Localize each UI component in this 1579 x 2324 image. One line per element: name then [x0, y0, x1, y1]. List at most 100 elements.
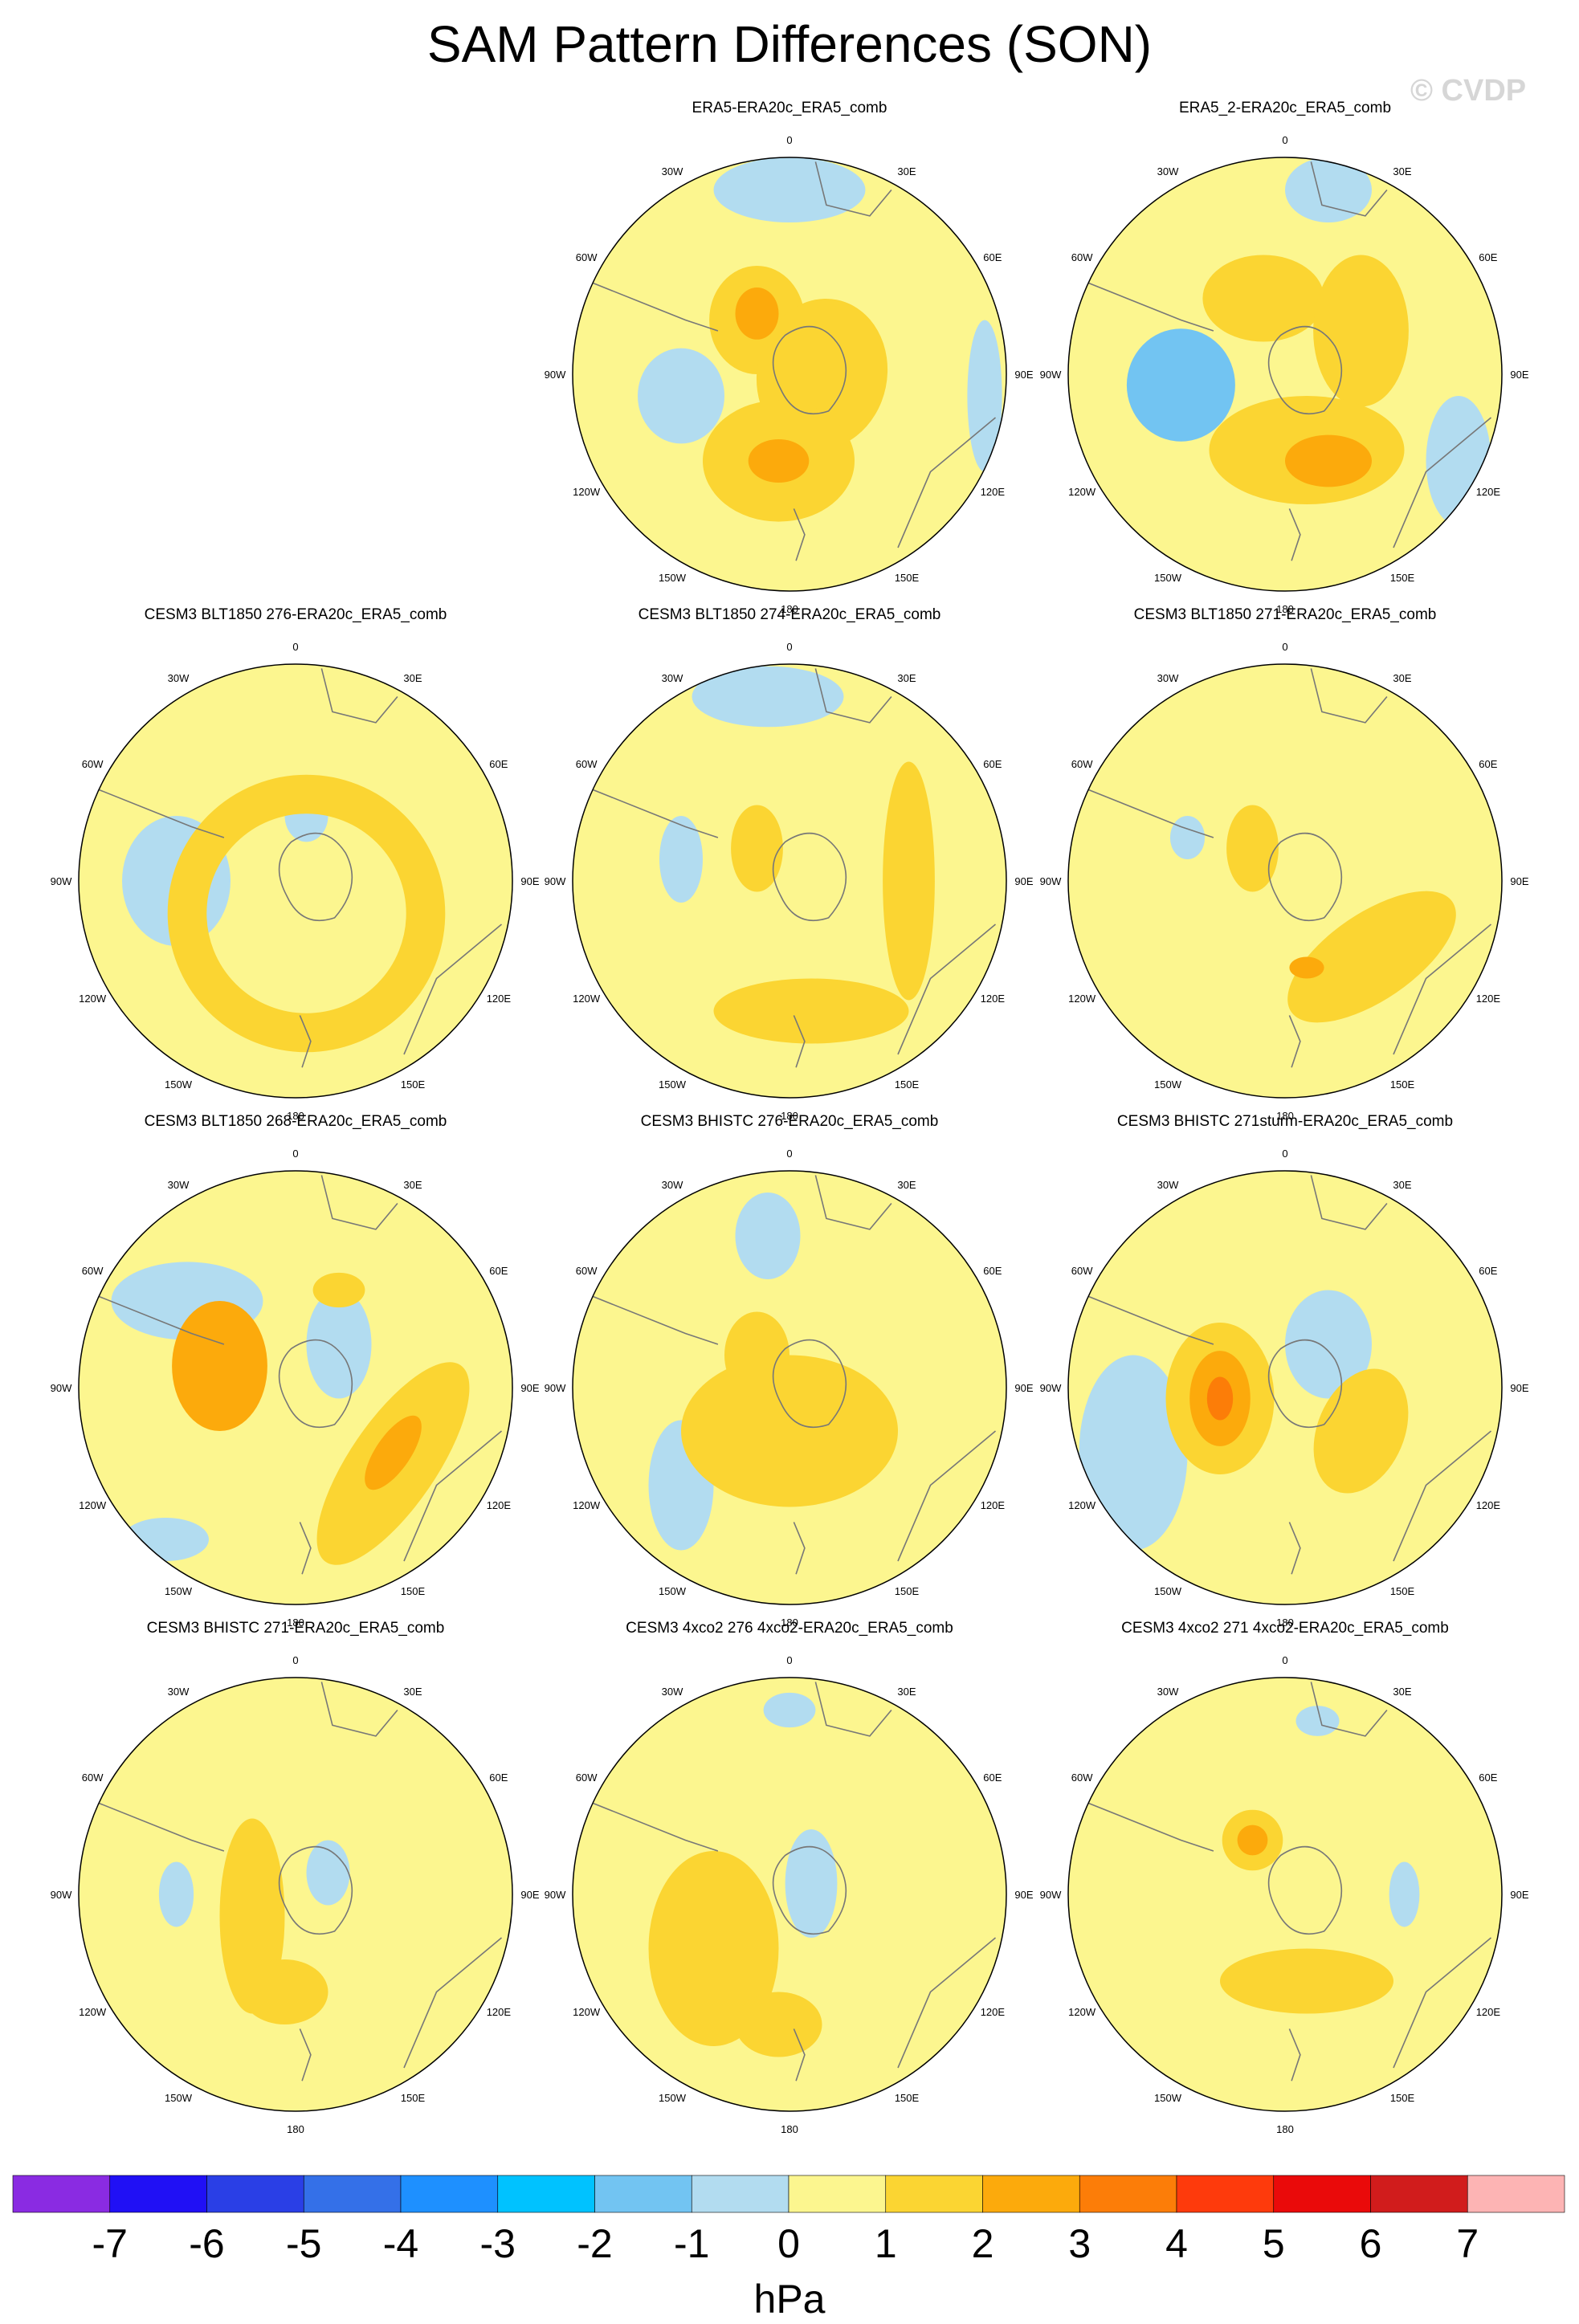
- antarctica-coastline: [1267, 1339, 1343, 1429]
- map-panel: ERA5_2-ERA20c_ERA5_comb 0 30E 60E 90E 120E 150…: [1040, 100, 1529, 615]
- lon-label: 180: [287, 1110, 304, 1122]
- lon-label: 180: [1276, 1617, 1294, 1629]
- negative-anomaly: [1295, 1706, 1340, 1736]
- lon-label: 150W: [659, 1585, 687, 1597]
- lon-label: 60E: [1479, 1265, 1497, 1277]
- lon-label: 30W: [662, 1179, 683, 1191]
- negative-anomaly: [1426, 396, 1491, 526]
- colorbar-tick-label: 6: [1360, 2221, 1382, 2266]
- lon-label: 150E: [895, 1585, 920, 1597]
- negative-anomaly: [692, 666, 844, 728]
- lon-label: 90E: [1014, 875, 1033, 887]
- colorbar-swatch: [109, 2175, 207, 2213]
- negative-anomaly: [306, 1290, 372, 1399]
- negative-anomaly: [967, 320, 1002, 472]
- map-border: [1067, 157, 1503, 592]
- south-america-coastline: [1072, 1796, 1214, 1852]
- colorbar-tick-label: 4: [1165, 2221, 1188, 2266]
- south-america-coastline: [577, 275, 719, 332]
- panel-title: CESM3 BHISTC 271sturm-ERA20c_ERA5_comb: [1117, 1113, 1453, 1130]
- negative-anomaly: [1285, 157, 1372, 222]
- map-border: [78, 663, 513, 1099]
- lon-label: 30W: [1157, 672, 1179, 684]
- lon-label: 60E: [489, 1265, 508, 1277]
- antarctica-coastline: [772, 1339, 847, 1429]
- south-america-coastline: [1072, 782, 1214, 838]
- lon-label: 150W: [659, 572, 687, 584]
- colorbar-tick-label: -5: [286, 2221, 321, 2266]
- colorbar-swatch: [400, 2175, 499, 2213]
- antarctica-coastline: [772, 325, 847, 415]
- lon-label: 120E: [487, 1499, 512, 1511]
- australia-coastline: [1393, 417, 1492, 548]
- lon-label: 60W: [82, 758, 104, 770]
- chart-title: SAM Pattern Differences (SON): [426, 15, 1153, 73]
- colorbar-units-label: hPa: [754, 2277, 826, 2322]
- south-america-coastline: [577, 1796, 719, 1852]
- colorbar-tick-label: 5: [1263, 2221, 1285, 2266]
- lon-label: 90W: [51, 1889, 72, 1901]
- lon-label: 30E: [1393, 1179, 1411, 1191]
- negative-anomaly: [1389, 1861, 1420, 1927]
- lon-label: 180: [1276, 603, 1294, 615]
- panel-title: CESM3 BLT1850 271-ERA20c_ERA5_comb: [1134, 606, 1437, 623]
- australia-coastline: [897, 923, 997, 1055]
- lon-label: 0: [1282, 134, 1287, 146]
- lon-label: 120E: [981, 1499, 1006, 1511]
- colorbar-swatch: [788, 2175, 887, 2213]
- positive-anomaly: [1226, 805, 1279, 892]
- lon-label: 90E: [1014, 1382, 1033, 1394]
- new-zealand-coastline: [1288, 1015, 1301, 1068]
- new-zealand-coastline: [793, 1015, 806, 1068]
- positive-anomaly: [167, 774, 446, 1053]
- lon-label: 30W: [168, 1686, 190, 1698]
- colorbar-tick-label: 7: [1456, 2221, 1479, 2266]
- lon-label: 60W: [1071, 1772, 1093, 1784]
- colorbar-swatch: [497, 2175, 595, 2213]
- australia-coastline: [897, 1430, 997, 1562]
- lon-label: 0: [786, 641, 792, 653]
- colorbar-tick-label: 3: [1068, 2221, 1091, 2266]
- negative-anomaly: [638, 348, 724, 444]
- lon-label: 150E: [895, 2092, 920, 2104]
- lon-label: 30W: [662, 165, 683, 177]
- lon-label: 180: [781, 603, 798, 615]
- negative-anomaly: [1079, 1355, 1188, 1551]
- positive-anomaly: [735, 287, 779, 340]
- negative-anomaly: [659, 816, 703, 903]
- lon-label: 90E: [1510, 1889, 1528, 1901]
- colorbar-tick-label: 0: [777, 2221, 800, 2266]
- negative-anomaly: [735, 1193, 801, 1279]
- lon-label: 120E: [1476, 2006, 1501, 2018]
- positive-anomaly: [312, 1272, 365, 1308]
- colorbar-tick-label: -3: [480, 2221, 516, 2266]
- map-panel: CESM3 4xco2 276 4xco2-ERA20c_ERA5_comb 0 3…: [545, 1620, 1034, 2135]
- positive-anomaly: [1313, 255, 1409, 407]
- lon-label: 120W: [1068, 1499, 1096, 1511]
- new-zealand-coastline: [793, 508, 806, 561]
- australia-coastline: [897, 1937, 997, 2069]
- map-panel: CESM3 BLT1850 276-ERA20c_ERA5_comb 0 30E 60…: [51, 606, 540, 1122]
- lon-label: 60W: [1071, 758, 1093, 770]
- lon-label: 30E: [403, 1686, 422, 1698]
- negative-anomaly: [785, 1829, 838, 1938]
- africa-coastline: [320, 1175, 398, 1230]
- lon-label: 90W: [545, 369, 566, 381]
- panel-title: CESM3 4xco2 276 4xco2-ERA20c_ERA5_comb: [626, 1620, 953, 1637]
- lon-label: 90W: [1040, 1889, 1062, 1901]
- new-zealand-coastline: [1288, 508, 1301, 561]
- africa-coastline: [1310, 668, 1388, 724]
- lon-label: 120W: [1068, 486, 1096, 498]
- new-zealand-coastline: [299, 1015, 312, 1068]
- lon-label: 150E: [1390, 1585, 1415, 1597]
- lon-label: 120E: [1476, 1499, 1501, 1511]
- lon-label: 150W: [659, 2092, 687, 2104]
- positive-anomaly: [648, 1851, 779, 2046]
- antarctica-coastline: [772, 1845, 847, 1935]
- map-panel: CESM3 BLT1850 268-ERA20c_ERA5_comb 0 30E 60…: [51, 1113, 540, 1629]
- lon-label: 90W: [1040, 875, 1062, 887]
- lon-label: 150E: [1390, 2092, 1415, 2104]
- lon-label: 60E: [983, 1265, 1002, 1277]
- map-border: [78, 1677, 513, 2112]
- positive-anomaly: [1289, 956, 1324, 979]
